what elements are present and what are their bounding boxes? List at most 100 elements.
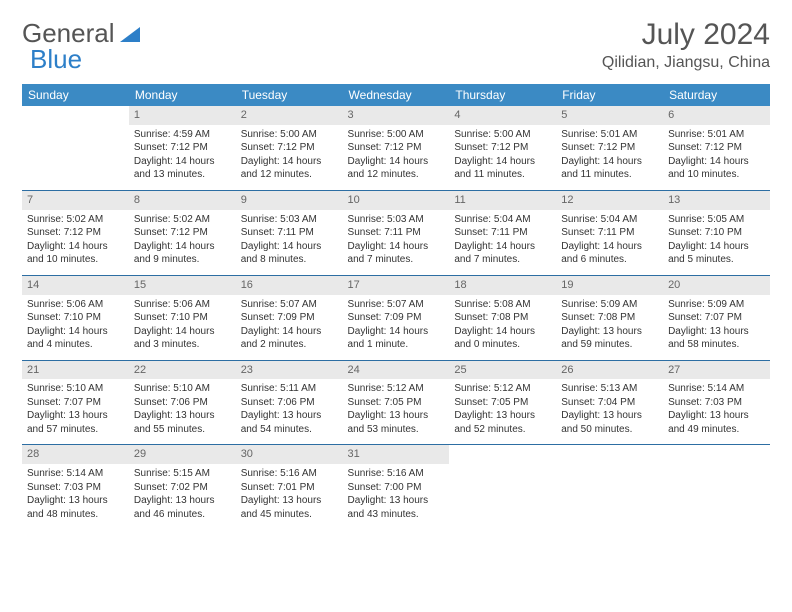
subtitle: Qilidian, Jiangsu, China bbox=[602, 54, 770, 72]
sunrise-text: Sunrise: 5:00 AM bbox=[454, 128, 551, 142]
daylight-text: Daylight: 14 hours and 5 minutes. bbox=[668, 240, 765, 267]
day-number: 1 bbox=[129, 106, 236, 125]
sunset-text: Sunset: 7:08 PM bbox=[561, 311, 658, 325]
calendar-day-cell bbox=[556, 445, 663, 529]
daylight-text: Daylight: 14 hours and 9 minutes. bbox=[134, 240, 231, 267]
weekday-header: Sunday bbox=[22, 84, 129, 106]
calendar-day-cell: 2Sunrise: 5:00 AMSunset: 7:12 PMDaylight… bbox=[236, 106, 343, 190]
daylight-text: Daylight: 14 hours and 3 minutes. bbox=[134, 325, 231, 352]
calendar-day-cell: 22Sunrise: 5:10 AMSunset: 7:06 PMDayligh… bbox=[129, 361, 236, 445]
calendar-day-cell: 17Sunrise: 5:07 AMSunset: 7:09 PMDayligh… bbox=[343, 276, 450, 360]
sunset-text: Sunset: 7:10 PM bbox=[134, 311, 231, 325]
calendar-day-cell: 20Sunrise: 5:09 AMSunset: 7:07 PMDayligh… bbox=[663, 276, 770, 360]
sunset-text: Sunset: 7:03 PM bbox=[668, 396, 765, 410]
day-number: 19 bbox=[556, 276, 663, 295]
sunset-text: Sunset: 7:12 PM bbox=[668, 141, 765, 155]
day-number: 5 bbox=[556, 106, 663, 125]
daylight-text: Daylight: 14 hours and 7 minutes. bbox=[454, 240, 551, 267]
sunset-text: Sunset: 7:11 PM bbox=[241, 226, 338, 240]
calendar-table: SundayMondayTuesdayWednesdayThursdayFrid… bbox=[22, 84, 770, 529]
daylight-text: Daylight: 14 hours and 2 minutes. bbox=[241, 325, 338, 352]
sunrise-text: Sunrise: 4:59 AM bbox=[134, 128, 231, 142]
calendar-day-cell bbox=[663, 445, 770, 529]
sunrise-text: Sunrise: 5:14 AM bbox=[668, 382, 765, 396]
daylight-text: Daylight: 14 hours and 1 minute. bbox=[348, 325, 445, 352]
calendar-header-row: SundayMondayTuesdayWednesdayThursdayFrid… bbox=[22, 84, 770, 106]
calendar-week-row: 14Sunrise: 5:06 AMSunset: 7:10 PMDayligh… bbox=[22, 276, 770, 360]
day-number: 27 bbox=[663, 361, 770, 380]
calendar-day-cell: 5Sunrise: 5:01 AMSunset: 7:12 PMDaylight… bbox=[556, 106, 663, 190]
day-number: 8 bbox=[129, 191, 236, 210]
day-number: 14 bbox=[22, 276, 129, 295]
calendar-day-cell: 16Sunrise: 5:07 AMSunset: 7:09 PMDayligh… bbox=[236, 276, 343, 360]
sunrise-text: Sunrise: 5:12 AM bbox=[348, 382, 445, 396]
sunset-text: Sunset: 7:11 PM bbox=[561, 226, 658, 240]
daylight-text: Daylight: 14 hours and 6 minutes. bbox=[561, 240, 658, 267]
calendar-day-cell: 27Sunrise: 5:14 AMSunset: 7:03 PMDayligh… bbox=[663, 361, 770, 445]
calendar-day-cell: 25Sunrise: 5:12 AMSunset: 7:05 PMDayligh… bbox=[449, 361, 556, 445]
sunrise-text: Sunrise: 5:07 AM bbox=[241, 298, 338, 312]
sunset-text: Sunset: 7:12 PM bbox=[27, 226, 124, 240]
daylight-text: Daylight: 14 hours and 12 minutes. bbox=[348, 155, 445, 182]
sunrise-text: Sunrise: 5:11 AM bbox=[241, 382, 338, 396]
weekday-header: Monday bbox=[129, 84, 236, 106]
daylight-text: Daylight: 13 hours and 48 minutes. bbox=[27, 494, 124, 521]
day-number: 21 bbox=[22, 361, 129, 380]
daylight-text: Daylight: 13 hours and 57 minutes. bbox=[27, 409, 124, 436]
daylight-text: Daylight: 13 hours and 53 minutes. bbox=[348, 409, 445, 436]
sunset-text: Sunset: 7:05 PM bbox=[454, 396, 551, 410]
day-number: 2 bbox=[236, 106, 343, 125]
sunset-text: Sunset: 7:09 PM bbox=[241, 311, 338, 325]
sunrise-text: Sunrise: 5:03 AM bbox=[241, 213, 338, 227]
weekday-header: Wednesday bbox=[343, 84, 450, 106]
sunset-text: Sunset: 7:12 PM bbox=[241, 141, 338, 155]
calendar-day-cell: 28Sunrise: 5:14 AMSunset: 7:03 PMDayligh… bbox=[22, 445, 129, 529]
daylight-text: Daylight: 13 hours and 50 minutes. bbox=[561, 409, 658, 436]
calendar-day-cell bbox=[22, 106, 129, 190]
day-number: 4 bbox=[449, 106, 556, 125]
daylight-text: Daylight: 14 hours and 11 minutes. bbox=[454, 155, 551, 182]
weekday-header: Saturday bbox=[663, 84, 770, 106]
sunset-text: Sunset: 7:10 PM bbox=[668, 226, 765, 240]
daylight-text: Daylight: 13 hours and 54 minutes. bbox=[241, 409, 338, 436]
daylight-text: Daylight: 13 hours and 46 minutes. bbox=[134, 494, 231, 521]
calendar-day-cell: 4Sunrise: 5:00 AMSunset: 7:12 PMDaylight… bbox=[449, 106, 556, 190]
calendar-day-cell: 15Sunrise: 5:06 AMSunset: 7:10 PMDayligh… bbox=[129, 276, 236, 360]
day-number: 18 bbox=[449, 276, 556, 295]
day-number: 25 bbox=[449, 361, 556, 380]
sunset-text: Sunset: 7:11 PM bbox=[348, 226, 445, 240]
sunrise-text: Sunrise: 5:09 AM bbox=[561, 298, 658, 312]
calendar-day-cell: 19Sunrise: 5:09 AMSunset: 7:08 PMDayligh… bbox=[556, 276, 663, 360]
calendar-day-cell: 8Sunrise: 5:02 AMSunset: 7:12 PMDaylight… bbox=[129, 191, 236, 275]
sunset-text: Sunset: 7:09 PM bbox=[348, 311, 445, 325]
calendar-day-cell: 24Sunrise: 5:12 AMSunset: 7:05 PMDayligh… bbox=[343, 361, 450, 445]
day-number: 11 bbox=[449, 191, 556, 210]
daylight-text: Daylight: 13 hours and 43 minutes. bbox=[348, 494, 445, 521]
daylight-text: Daylight: 14 hours and 4 minutes. bbox=[27, 325, 124, 352]
daylight-text: Daylight: 13 hours and 55 minutes. bbox=[134, 409, 231, 436]
sunrise-text: Sunrise: 5:01 AM bbox=[668, 128, 765, 142]
calendar-day-cell: 30Sunrise: 5:16 AMSunset: 7:01 PMDayligh… bbox=[236, 445, 343, 529]
sunset-text: Sunset: 7:02 PM bbox=[134, 481, 231, 495]
weekday-header: Tuesday bbox=[236, 84, 343, 106]
sunrise-text: Sunrise: 5:00 AM bbox=[241, 128, 338, 142]
calendar-day-cell: 14Sunrise: 5:06 AMSunset: 7:10 PMDayligh… bbox=[22, 276, 129, 360]
daylight-text: Daylight: 13 hours and 52 minutes. bbox=[454, 409, 551, 436]
daylight-text: Daylight: 14 hours and 10 minutes. bbox=[668, 155, 765, 182]
day-number: 26 bbox=[556, 361, 663, 380]
sunrise-text: Sunrise: 5:13 AM bbox=[561, 382, 658, 396]
daylight-text: Daylight: 14 hours and 7 minutes. bbox=[348, 240, 445, 267]
calendar-day-cell: 31Sunrise: 5:16 AMSunset: 7:00 PMDayligh… bbox=[343, 445, 450, 529]
page-title: July 2024 bbox=[602, 18, 770, 52]
sunrise-text: Sunrise: 5:00 AM bbox=[348, 128, 445, 142]
sunrise-text: Sunrise: 5:08 AM bbox=[454, 298, 551, 312]
day-number: 6 bbox=[663, 106, 770, 125]
calendar-day-cell bbox=[449, 445, 556, 529]
day-number: 23 bbox=[236, 361, 343, 380]
calendar-week-row: 21Sunrise: 5:10 AMSunset: 7:07 PMDayligh… bbox=[22, 361, 770, 445]
day-number: 10 bbox=[343, 191, 450, 210]
sunrise-text: Sunrise: 5:16 AM bbox=[348, 467, 445, 481]
calendar-day-cell: 21Sunrise: 5:10 AMSunset: 7:07 PMDayligh… bbox=[22, 361, 129, 445]
calendar-day-cell: 7Sunrise: 5:02 AMSunset: 7:12 PMDaylight… bbox=[22, 191, 129, 275]
sunrise-text: Sunrise: 5:06 AM bbox=[134, 298, 231, 312]
